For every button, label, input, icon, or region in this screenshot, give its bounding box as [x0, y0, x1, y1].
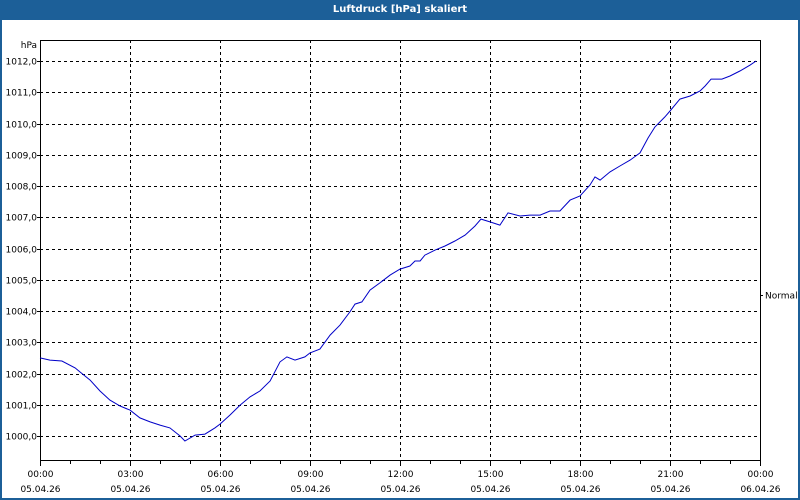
x-tick-date-label: 05.04.26 — [470, 485, 510, 495]
x-tick-time-label: 00:00 — [748, 470, 774, 480]
x-tick-date-label: 05.04.26 — [560, 485, 600, 495]
x-tick-date-label: 05.04.26 — [20, 485, 60, 495]
y-tick-label: 1000,0 — [6, 433, 38, 443]
x-tick-time-label: 03:00 — [118, 470, 144, 480]
x-tick-date-label: 05.04.26 — [290, 485, 330, 495]
y-tick-label: 1010,0 — [6, 121, 38, 131]
x-tick-time-label: 18:00 — [568, 470, 594, 480]
y-tick-label: 1006,0 — [6, 246, 38, 256]
x-tick-date-label: 05.04.26 — [380, 485, 420, 495]
y-axis-unit-label: hPa — [21, 41, 37, 51]
y-tick-label: 1011,0 — [6, 89, 38, 99]
plot-area-frame — [40, 40, 761, 461]
y-tick-label: 1007,0 — [6, 214, 38, 224]
chart-title: Luftdruck [hPa] skaliert — [0, 0, 800, 20]
y-tick-label: 1002,0 — [6, 371, 38, 381]
x-tick-date-label: 05.04.26 — [200, 485, 240, 495]
x-tick-date-label: 05.04.26 — [650, 485, 690, 495]
x-axis-labels: 00:00 05.04.26 03:00 05.04.26 06:00 05.04.26 0… — [20, 470, 780, 495]
x-tick-date-label: 06.04.26 — [740, 485, 780, 495]
x-tick-date-label: 05.04.26 — [110, 485, 150, 495]
x-tick-time-label: 06:00 — [208, 470, 234, 480]
x-tick-time-label: 21:00 — [658, 470, 684, 480]
x-tick-time-label: 09:00 — [298, 470, 324, 480]
y-tick-label: 1005,0 — [6, 277, 38, 287]
y-tick-label: 1001,0 — [6, 402, 38, 412]
grid-lines — [37, 40, 761, 466]
pressure-series-line — [39, 60, 757, 442]
y-tick-label: 1012,0 — [6, 58, 38, 68]
normal-label: Normal — [765, 292, 798, 302]
y-tick-label: 1009,0 — [6, 152, 38, 162]
normal-reference-marker: Normal — [760, 292, 798, 302]
y-axis-labels: 1000,0 1001,0 1002,0 1003,0 1004,0 1005,0 1006… — [6, 58, 38, 443]
y-tick-label: 1003,0 — [6, 339, 38, 349]
y-tick-label: 1004,0 — [6, 308, 38, 318]
x-tick-time-label: 12:00 — [388, 470, 414, 480]
x-tick-time-label: 15:00 — [478, 470, 504, 480]
y-tick-label: 1008,0 — [6, 183, 38, 193]
x-tick-time-label: 00:00 — [28, 470, 54, 480]
